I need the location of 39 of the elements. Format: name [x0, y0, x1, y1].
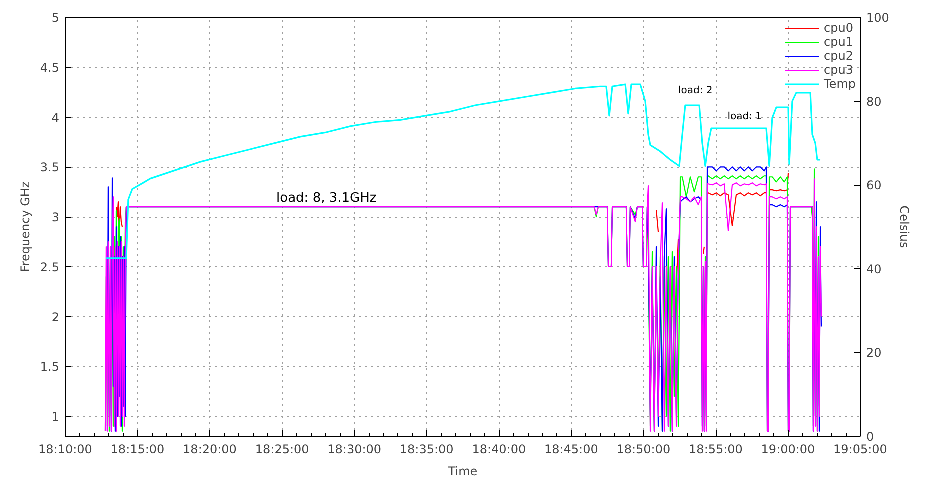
x-tick-label: 18:15:00: [110, 442, 165, 456]
y2-tick-label: 40: [866, 262, 882, 276]
y-tick-label: 1: [52, 410, 60, 424]
line-series: [106, 84, 822, 260]
legend-label: cpu3: [824, 63, 854, 77]
x-tick-label: 18:30:00: [328, 442, 382, 456]
y2-tick-label: 60: [866, 178, 882, 193]
x-tick-label: 18:45:00: [544, 442, 598, 456]
y-tick-label: 2.5: [40, 260, 60, 274]
y-tick-label: 4: [52, 110, 60, 125]
x-tick-label: 18:55:00: [689, 442, 743, 456]
x-tick-label: 19:00:00: [761, 442, 816, 456]
y-tick-label: 4.5: [40, 60, 60, 75]
y-axis-title: Frequency GHz: [18, 182, 32, 272]
x-tick-label: 18:20:00: [183, 442, 237, 456]
x-tick-label: 18:25:00: [255, 442, 310, 456]
legend-label: cpu0: [824, 21, 854, 35]
y2-tick-label: 80: [866, 94, 882, 109]
x-tick-label: 18:35:00: [400, 442, 454, 456]
y2-axis-title: Celsius: [897, 206, 912, 248]
legend-label: cpu2: [824, 49, 854, 63]
legend-label: Temp: [824, 77, 856, 91]
y-tick-label: 3.5: [40, 160, 60, 175]
annotation: load: 8, 3.1GHz: [276, 191, 377, 206]
y2-tick-label: 0: [866, 430, 874, 444]
y2-tick-label: 20: [866, 346, 882, 360]
y-tick-label: 1.5: [40, 360, 60, 374]
x-tick-label: 18:40:00: [472, 442, 526, 456]
y-tick-label: 3: [52, 210, 60, 225]
y-tick-label: 5: [52, 11, 60, 25]
annotation: load: 1: [728, 112, 762, 123]
x-tick-label: 18:10:00: [38, 442, 92, 456]
x-tick-label: 19:05:00: [834, 442, 888, 456]
legend-label: cpu1: [824, 35, 854, 49]
y-tick-label: 2: [52, 310, 60, 324]
y2-tick-label: 100: [866, 11, 890, 25]
x-axis-title: Time: [447, 464, 478, 478]
annotation: load: 2: [678, 86, 713, 97]
x-tick-label: 18:50:00: [616, 442, 671, 456]
